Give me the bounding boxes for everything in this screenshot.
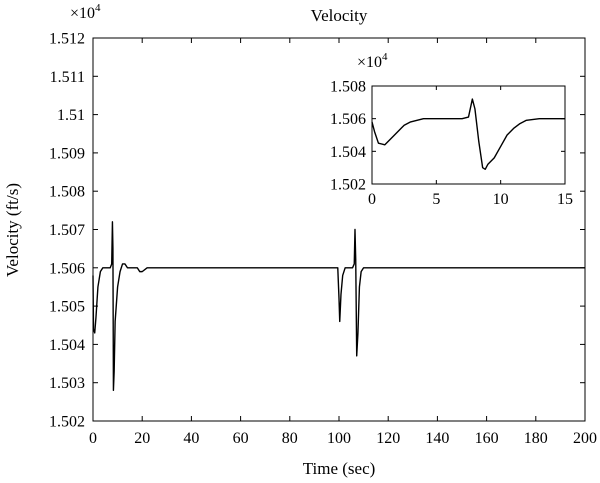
inset-y-scale-multiplier: ×10 (357, 54, 382, 71)
main-series (92, 221, 585, 392)
inset-background (372, 86, 565, 184)
inset-y-tick-label: 1.504 (330, 144, 366, 161)
main-x-tick-label: 180 (524, 430, 548, 447)
y-scale-exponent: 4 (95, 2, 101, 14)
inset-y-scale-factor: ×104 (357, 51, 388, 71)
main-plot: Velocity Time (sec) Velocity (ft/s) ×104… (3, 2, 597, 478)
main-y-tick-label: 1.509 (49, 145, 85, 162)
main-x-tick-label: 140 (425, 430, 449, 447)
y-scale-multiplier: ×10 (70, 5, 95, 22)
x-axis-label: Time (sec) (303, 459, 376, 478)
y-scale-factor: ×104 (70, 2, 101, 22)
main-y-tick-label: 1.502 (49, 414, 85, 431)
inset-plot-frame (371, 85, 566, 185)
main-y-tick-label: 1.512 (49, 31, 85, 48)
inset-y-scale-exponent: 4 (382, 51, 388, 63)
inset-y-tick-label: 1.502 (330, 177, 366, 194)
main-y-tick-label: 1.508 (49, 184, 85, 201)
main-ticks: 0 20 40 60 80 100 120 140 160 180 2001.5021.5031.5… (49, 31, 597, 448)
main-y-tick-label: 1.511 (50, 69, 85, 86)
inset-plot: ×104 0 5 10 15 1.502 1.504 1.506 1.508 (330, 51, 573, 208)
inset-velocity-line (371, 98, 565, 171)
main-y-tick-label: 1.503 (49, 375, 85, 392)
y-axis-label: Velocity (ft/s) (3, 183, 22, 277)
chart-title: Velocity (311, 6, 368, 25)
inset-x-tick-label: 0 (368, 191, 376, 208)
main-x-tick-label: 40 (183, 430, 199, 447)
main-x-tick-label: 0 (89, 430, 97, 447)
main-x-tick-label: 20 (134, 430, 150, 447)
inset-ticks: 0 5 10 15 1.502 1.504 1.506 1.508 (330, 79, 573, 209)
main-y-tick-label: 1.506 (49, 260, 85, 277)
main-x-tick-label: 160 (475, 430, 499, 447)
inset-y-tick-label: 1.508 (330, 79, 366, 96)
main-x-tick-label: 200 (573, 430, 597, 447)
main-x-tick-label: 60 (233, 430, 249, 447)
main-y-tick-label: 1.505 (49, 299, 85, 316)
inset-series (371, 98, 565, 171)
inset-x-tick-label: 15 (557, 191, 573, 208)
main-velocity-line (92, 221, 585, 392)
main-y-tick-label: 1.51 (57, 107, 85, 124)
main-x-tick-label: 80 (282, 430, 298, 447)
main-x-tick-label: 100 (327, 430, 351, 447)
inset-x-tick-label: 10 (493, 191, 509, 208)
inset-y-tick-label: 1.506 (330, 111, 366, 128)
main-y-tick-label: 1.504 (49, 337, 85, 354)
main-x-tick-label: 120 (376, 430, 400, 447)
main-y-tick-label: 1.507 (49, 222, 85, 239)
inset-x-tick-label: 5 (432, 191, 440, 208)
